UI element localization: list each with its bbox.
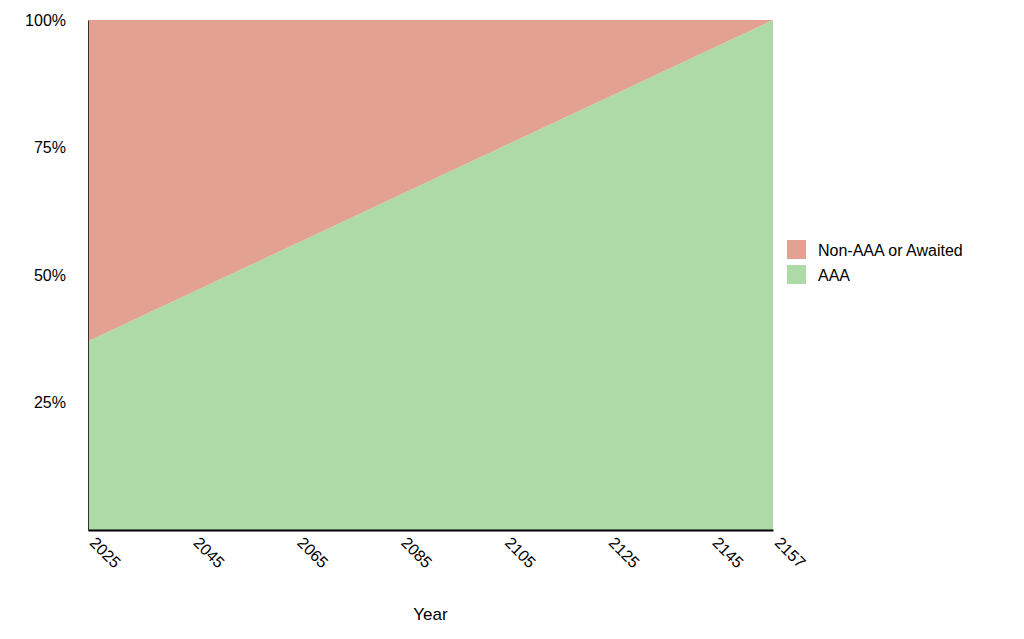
y-tick: 100% [25,12,88,29]
chart-svg: 25% 50% 75% 100% 2025 2045 2065 2085 2105 2125 214… [0,0,1024,639]
legend-label: Non-AAA or Awaited [818,242,963,259]
y-axis-line [88,21,89,531]
x-tick-label: 2125 [606,534,643,571]
x-tick: 2157 [772,530,809,571]
areas [88,20,773,530]
x-tick: 2025 [87,530,124,571]
legend-swatch [787,265,806,284]
x-tick-label: 2065 [294,534,331,571]
x-tick: 2045 [190,530,227,571]
y-tick: 75% [34,139,88,156]
x-tick: 2125 [606,530,643,571]
x-axis: 2025 2045 2065 2085 2105 2125 2145 2157 [87,530,809,571]
x-tick: 2145 [709,530,746,571]
y-axis: 25% 50% 75% 100% [25,12,88,531]
legend-item: Non-AAA or Awaited [787,240,963,259]
x-tick-label: 2025 [87,534,124,571]
x-tick-label: 2157 [772,534,809,571]
y-tick: 25% [34,394,88,411]
legend-label: AAA [818,267,850,284]
plot: 25% 50% 75% 100% 2025 2045 2065 2085 2105 2125 214… [25,12,809,572]
x-tick: 2065 [294,530,331,571]
area [88,20,773,530]
area [88,20,773,341]
legend-item: AAA [787,265,850,284]
x-tick: 2085 [398,530,435,571]
legend: Non-AAA or Awaited AAA [787,240,963,284]
y-tick-label: 100% [25,12,66,29]
x-tick: 2105 [502,530,539,571]
x-axis-line [89,530,774,532]
y-tick-label: 50% [34,267,66,284]
x-tick-label: 2105 [502,534,539,571]
x-tick-label: 2145 [709,534,746,571]
y-tick: 50% [34,267,88,284]
chart-container: 25% 50% 75% 100% 2025 2045 2065 2085 2105 2125 214… [0,0,1024,639]
x-tick-label: 2045 [190,534,227,571]
y-tick-label: 25% [34,394,66,411]
x-tick-label: 2085 [398,534,435,571]
x-axis-title: Year [413,605,448,624]
y-tick-label: 75% [34,139,66,156]
legend-swatch [787,240,806,259]
